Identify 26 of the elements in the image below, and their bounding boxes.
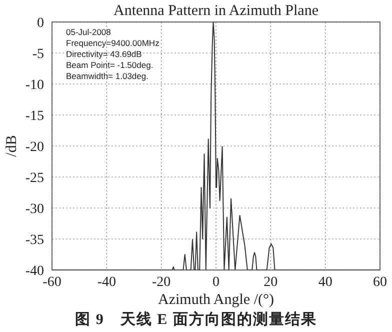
x-tick-label: -40 [97,275,116,290]
annotation: Directivity= 43.69dB [66,49,142,59]
chart-title: Antenna Pattern in Azimuth Plane [114,3,319,19]
annotation: Frequency=9400.00MHz [66,38,160,48]
line-series [52,22,380,270]
y-tick-label: -20 [25,140,44,155]
x-tick-label: -60 [42,275,62,290]
x-tick-label: -20 [152,275,171,290]
y-tick-label: -25 [25,171,44,186]
annotation: Beam Point= -1.50deg. [66,60,154,70]
x-tick-label: 40 [318,275,332,290]
y-tick-label: -30 [25,202,44,217]
y-tick-label: -10 [25,78,44,93]
annotation: 05-Jul-2008 [66,27,112,37]
x-tick-label: 60 [373,275,387,290]
y-tick-label: -15 [25,109,44,124]
x-tick-label: 20 [264,275,278,290]
caption: 图 9 天线 E 面方向图的测量结果 [75,310,317,328]
x-axis-title: Azimuth Angle /(°) [158,292,274,308]
y-tick-label: 0 [37,16,44,31]
annotation: Beamwidth= 1.03deg. [66,71,148,81]
y-tick-label: -5 [32,47,44,62]
y-tick-label: -40 [25,264,44,279]
x-tick-label: 0 [212,275,220,290]
y-axis-title: /dB [4,135,20,157]
y-tick-label: -35 [25,233,44,248]
